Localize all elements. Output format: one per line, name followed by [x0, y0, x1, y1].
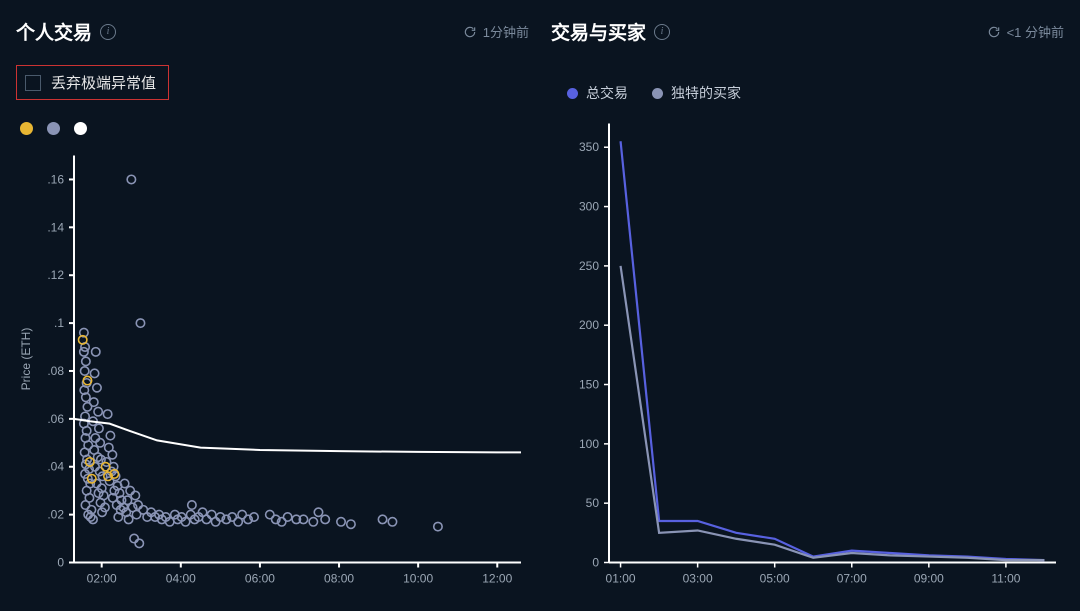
svg-text:11:00: 11:00 [991, 572, 1020, 586]
svg-text:50: 50 [586, 496, 600, 510]
svg-text:.04: .04 [47, 460, 64, 474]
right-refresh-text: <1 分钟前 [1007, 22, 1064, 41]
scatter-chart: 0 .02 .04 .06 .08 .1 .12 .14 .16 02:00 04:00 06:00 0… [12, 145, 533, 599]
svg-text:250: 250 [579, 259, 599, 273]
legend-label-total: 总交易 [586, 83, 628, 103]
svg-text:.08: .08 [47, 364, 64, 378]
svg-text:200: 200 [579, 318, 599, 332]
outlier-checkbox[interactable] [25, 75, 41, 91]
svg-text:350: 350 [579, 140, 599, 154]
left-chart-container: 0 .02 .04 .06 .08 .1 .12 .14 .16 02:00 04:00 06:00 0… [12, 145, 533, 599]
svg-text:01:00: 01:00 [606, 572, 636, 586]
refresh-icon [463, 25, 477, 39]
svg-text:07:00: 07:00 [837, 572, 867, 586]
svg-text:06:00: 06:00 [245, 572, 275, 586]
svg-text:300: 300 [579, 200, 599, 214]
svg-text:02:00: 02:00 [87, 572, 117, 586]
left-panel: 个人交易 i 1分钟前 丢弃极端异常值 0 .02 .04 .06 .08 .1 .12 .1… [12, 12, 533, 599]
legend-dot-yellow[interactable] [20, 122, 33, 135]
svg-text:08:00: 08:00 [324, 572, 354, 586]
legend-dot-white[interactable] [74, 122, 87, 135]
right-panel-title: 交易与买家 [551, 18, 646, 45]
legend-dot-gray[interactable] [47, 122, 60, 135]
info-icon[interactable]: i [100, 24, 116, 40]
svg-text:03:00: 03:00 [683, 572, 713, 586]
right-refresh[interactable]: <1 分钟前 [987, 22, 1064, 41]
left-refresh-text: 1分钟前 [483, 22, 529, 41]
left-refresh[interactable]: 1分钟前 [463, 22, 529, 41]
legend-item-unique[interactable]: 独特的买家 [652, 83, 741, 103]
legend-label-unique: 独特的买家 [671, 83, 741, 103]
svg-text:.16: .16 [47, 172, 64, 186]
svg-text:04:00: 04:00 [166, 572, 196, 586]
right-panel-header: 交易与买家 i <1 分钟前 [547, 12, 1068, 51]
legend-dot-total-icon [567, 88, 578, 99]
svg-text:05:00: 05:00 [760, 572, 790, 586]
svg-text:12:00: 12:00 [482, 572, 512, 586]
right-chart-container: 0 50 100 150 200 250 300 350 01:00 03:00 05:00 07:0… [547, 113, 1068, 599]
left-panel-header: 个人交易 i 1分钟前 [12, 12, 533, 51]
svg-text:150: 150 [579, 378, 599, 392]
right-legend: 总交易 独特的买家 [567, 83, 1068, 103]
legend-item-total[interactable]: 总交易 [567, 83, 628, 103]
refresh-icon [987, 25, 1001, 39]
line-chart: 0 50 100 150 200 250 300 350 01:00 03:00 05:00 07:0… [547, 113, 1068, 599]
info-icon[interactable]: i [654, 24, 670, 40]
svg-text:.02: .02 [47, 508, 64, 522]
outlier-filter-box[interactable]: 丢弃极端异常值 [16, 65, 169, 100]
svg-text:.06: .06 [47, 412, 64, 426]
svg-text:Price (ETH): Price (ETH) [19, 328, 33, 391]
svg-text:.12: .12 [47, 268, 64, 282]
outlier-checkbox-label: 丢弃极端异常值 [51, 72, 156, 93]
left-legend-dots [20, 122, 533, 135]
svg-text:0: 0 [57, 556, 64, 570]
svg-text:10:00: 10:00 [403, 572, 433, 586]
right-panel: 交易与买家 i <1 分钟前 总交易 独特的买家 0 50 100 150 200 250… [547, 12, 1068, 599]
left-panel-title: 个人交易 [16, 18, 92, 45]
svg-text:09:00: 09:00 [914, 572, 944, 586]
svg-text:.1: .1 [54, 316, 64, 330]
legend-dot-unique-icon [652, 88, 663, 99]
svg-text:0: 0 [592, 556, 599, 570]
right-title-wrap: 交易与买家 i [551, 18, 670, 45]
svg-text:100: 100 [579, 437, 599, 451]
svg-text:.14: .14 [47, 220, 64, 234]
left-title-wrap: 个人交易 i [16, 18, 116, 45]
dashboard: 个人交易 i 1分钟前 丢弃极端异常值 0 .02 .04 .06 .08 .1 .12 .1… [0, 0, 1080, 611]
